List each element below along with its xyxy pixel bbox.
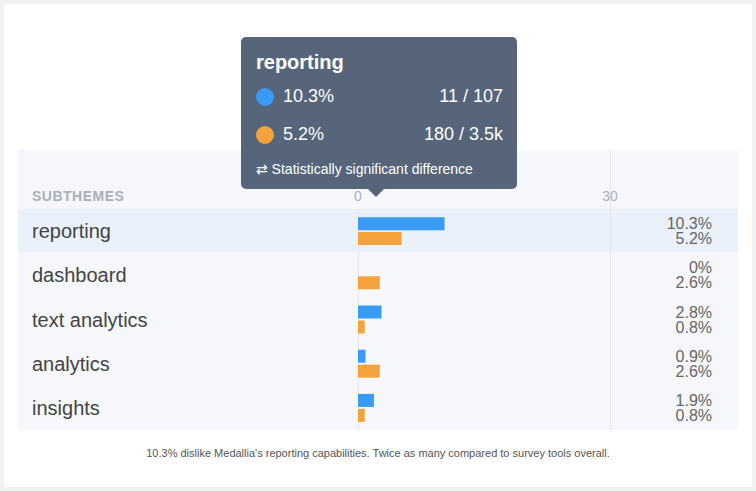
svg-text:analytics: analytics: [32, 353, 110, 375]
html-text:⇄ Statistically significant di: ⇄ Statistically significant difference: [256, 161, 473, 177]
html-text:180 / 3.5k: 180 / 3.5k: [423, 124, 503, 144]
svg-text:dashboard: dashboard: [32, 264, 127, 286]
html-text:10.3%: 10.3%: [283, 86, 334, 106]
svg-text:10.3%: 10.3%: [666, 215, 712, 233]
html-text:SUBTHEMES: SUBTHEMES: [32, 188, 125, 204]
svg-text:2.8%: 2.8%: [675, 303, 712, 321]
svg-text:0: 0: [354, 188, 362, 204]
svg-text:5.2%: 5.2%: [676, 230, 712, 247]
html-text:10.3% dislike Medallia's repor: 10.3% dislike Medallia's reporting capab…: [146, 447, 610, 459]
svg-text:0%: 0%: [688, 259, 712, 277]
svg-text:0.8%: 0.8%: [676, 407, 712, 424]
svg-text:30: 30: [602, 188, 618, 204]
svg-text:text analytics: text analytics: [32, 309, 148, 331]
svg-text:0.9%: 0.9%: [675, 347, 712, 365]
html-text:reporting: reporting: [256, 51, 344, 73]
svg-text:reporting: reporting: [32, 220, 111, 242]
svg-text:2.6%: 2.6%: [676, 363, 712, 380]
svg-text:2.6%: 2.6%: [676, 274, 712, 291]
svg-text:insights: insights: [32, 397, 100, 419]
svg-text:1.9%: 1.9%: [675, 391, 712, 409]
html-text:5.2%: 5.2%: [283, 124, 324, 144]
svg-text:0.8%: 0.8%: [676, 319, 712, 336]
html-text:11 / 107: 11 / 107: [439, 86, 503, 106]
